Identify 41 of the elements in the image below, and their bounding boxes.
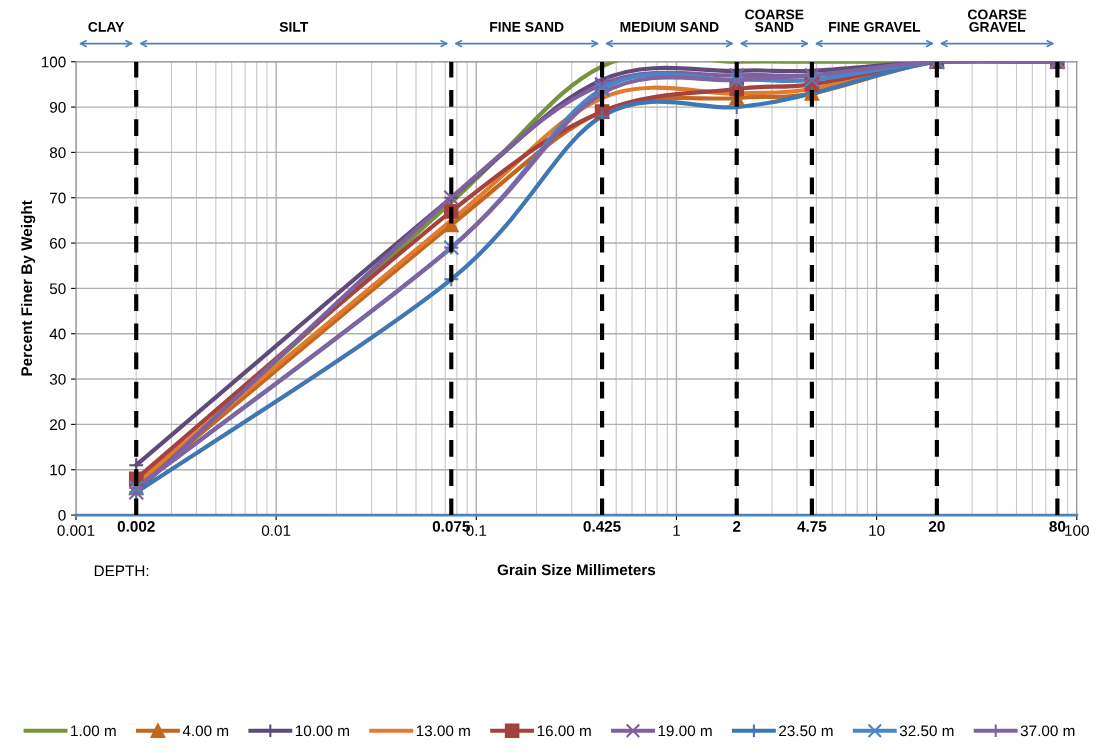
y-tick-label: 10 xyxy=(50,464,66,476)
text: MEDIUM SAND xyxy=(620,21,719,32)
y-tick-label: 90 xyxy=(49,101,66,113)
y-tick-label: 20 xyxy=(50,419,66,431)
y-tick-label: 0 xyxy=(58,509,66,521)
text: DEPTH: xyxy=(94,565,149,577)
legend-label: 10.00 m xyxy=(295,725,349,737)
y-tick-label: 100 xyxy=(41,56,66,68)
legend-label: 13.00 m xyxy=(416,725,470,737)
x-tick-label: 10 xyxy=(869,525,885,536)
x-tick-label: 0.01 xyxy=(261,525,291,536)
ref-line-label: 2 xyxy=(732,521,741,532)
legend-label: 1.00 m xyxy=(71,725,116,737)
y-tick-label: 40 xyxy=(49,328,66,340)
y-tick-label: 30 xyxy=(49,373,66,385)
ref-line-label: 0.002 xyxy=(117,521,155,532)
y-tick-label: 60 xyxy=(50,237,66,249)
x-tick-label: 0.001 xyxy=(57,525,95,536)
y-tick-label: 70 xyxy=(50,192,66,204)
x-tick-label: 100 xyxy=(1065,525,1089,536)
legend-label: 32.50 m xyxy=(899,725,954,737)
text: CLAY xyxy=(88,21,125,32)
x-axis-title: Grain Size Millimeters xyxy=(497,564,656,576)
y-tick-label: 80 xyxy=(49,147,66,159)
ref-line-label: 0.425 xyxy=(583,521,621,532)
x-tick-label: 1 xyxy=(673,525,680,536)
legend-label: 37.00 m xyxy=(1020,725,1075,737)
text: FINE SAND xyxy=(490,21,564,32)
text: FINE GRAVEL xyxy=(829,21,921,32)
ref-line-label: 80 xyxy=(1049,521,1066,532)
text: COARSE GRAVEL xyxy=(967,9,1027,32)
ref-line-label: 20 xyxy=(928,521,945,532)
legend-label: 19.00 m xyxy=(658,725,712,737)
legend-label: 4.00 m xyxy=(182,725,229,737)
y-tick-label: 50 xyxy=(49,283,66,295)
text: SILT xyxy=(279,21,309,32)
y-axis-title: Percent Finer By Weight xyxy=(20,200,36,376)
legend-label: 16.00 m xyxy=(537,725,591,737)
text: COARSE SAND xyxy=(745,9,804,32)
ref-line-label: 4.75 xyxy=(797,521,827,532)
legend-label: 23.50 m xyxy=(779,725,833,737)
